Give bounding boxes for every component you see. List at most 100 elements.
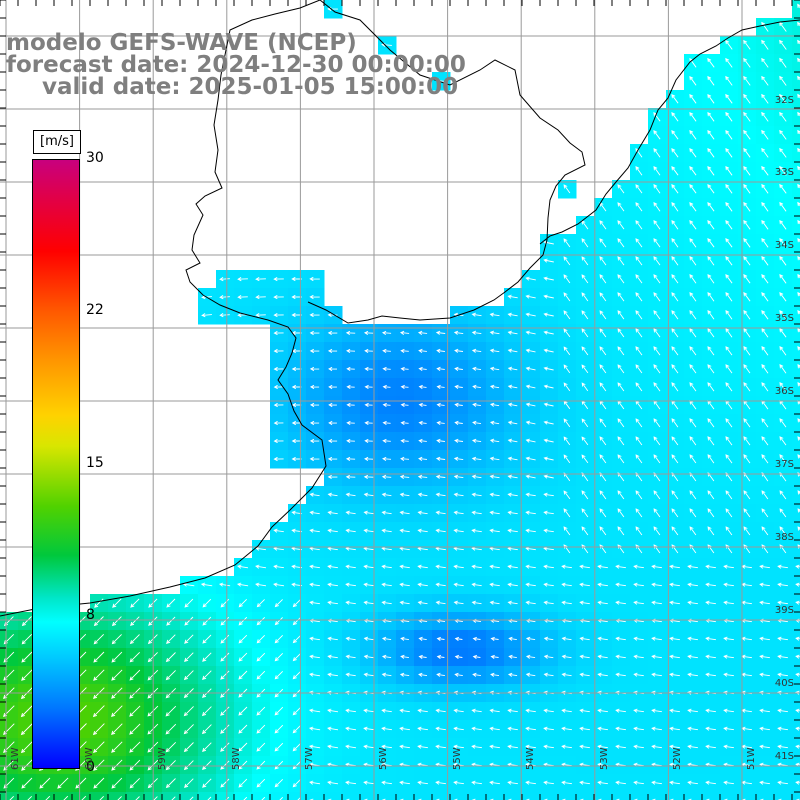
wind-arrow xyxy=(599,292,607,302)
wind-arrow xyxy=(635,256,643,266)
wind-arrow xyxy=(543,348,554,353)
wind-arrow xyxy=(363,474,374,479)
wind-arrow xyxy=(417,744,428,749)
wind-arrow xyxy=(382,366,391,371)
wind-arrow xyxy=(93,777,105,789)
wind-arrow xyxy=(689,274,697,284)
wind-cell xyxy=(792,162,800,181)
wind-arrow xyxy=(563,418,571,428)
wind-arrow xyxy=(743,256,751,266)
wind-arrow xyxy=(761,39,769,50)
wind-arrow xyxy=(184,634,194,644)
lon-label-61w: 61W xyxy=(10,747,21,770)
wind-arrow xyxy=(795,744,800,749)
wind-arrow xyxy=(761,310,769,320)
wind-arrow xyxy=(93,633,105,645)
wind-arrow xyxy=(725,75,733,86)
wind-arrow xyxy=(471,510,482,515)
wind-arrow xyxy=(723,744,734,749)
wind-arrow xyxy=(202,778,212,788)
wind-arrow xyxy=(418,654,427,659)
wind-arrow xyxy=(615,636,626,641)
wind-arrow xyxy=(184,778,194,788)
wind-arrow xyxy=(345,672,356,677)
lon-label-51w: 51W xyxy=(746,747,757,770)
wind-arrow xyxy=(707,292,715,302)
wind-arrow xyxy=(689,148,697,158)
wind-arrow xyxy=(579,726,590,731)
wind-arrow xyxy=(220,616,230,626)
wind-arrow xyxy=(202,634,212,644)
wind-arrow xyxy=(723,564,734,569)
wind-arrow xyxy=(797,526,800,531)
wind-arrow xyxy=(563,184,571,194)
lon-label-53w: 53W xyxy=(599,747,610,770)
wind-arrow xyxy=(707,111,715,122)
wind-arrow xyxy=(707,256,715,266)
wind-arrow xyxy=(743,165,751,176)
wind-arrow xyxy=(761,75,769,86)
wind-arrow xyxy=(363,330,374,335)
wind-arrow xyxy=(490,636,499,641)
coastline xyxy=(0,0,800,617)
wind-arrow xyxy=(797,328,800,333)
wind-arrow xyxy=(689,418,697,428)
wind-cell xyxy=(630,792,649,800)
wind-arrow xyxy=(599,238,607,248)
wind-arrow xyxy=(202,670,212,680)
wind-arrow xyxy=(725,382,733,392)
wind-arrow xyxy=(525,402,536,407)
wind-arrow xyxy=(579,672,590,677)
wind-cell xyxy=(792,18,800,37)
wind-arrow xyxy=(507,474,518,479)
wind-arrow xyxy=(238,778,248,788)
wind-arrow xyxy=(489,456,500,461)
wind-cell xyxy=(162,792,181,800)
wind-arrow xyxy=(689,310,697,320)
wind-arrow xyxy=(707,274,715,284)
wind-arrow xyxy=(635,328,643,338)
wind-arrow xyxy=(472,384,481,389)
wind-arrow xyxy=(93,651,105,663)
wind-arrow xyxy=(202,652,212,662)
wind-arrow xyxy=(20,741,33,754)
wind-arrow xyxy=(617,220,625,230)
wind-arrow xyxy=(653,526,661,536)
wind-arrow xyxy=(471,708,482,713)
wind-arrow xyxy=(689,292,697,302)
wind-arrow xyxy=(525,438,536,443)
wind-arrow xyxy=(381,726,392,731)
wind-arrow xyxy=(256,616,266,626)
wind-arrow xyxy=(581,382,589,392)
wind-cell xyxy=(792,720,800,739)
wind-arrow xyxy=(274,778,284,788)
wind-arrow xyxy=(489,744,500,749)
wind-arrow xyxy=(653,130,661,140)
wind-arrow xyxy=(761,274,769,284)
wind-arrow xyxy=(364,348,373,353)
wind-arrow xyxy=(309,420,320,426)
wind-cell xyxy=(792,792,800,800)
wind-arrow xyxy=(597,672,608,677)
wind-arrow xyxy=(400,438,409,443)
wind-cell xyxy=(792,576,800,595)
wind-arrow xyxy=(725,165,733,176)
wind-arrow xyxy=(525,474,536,479)
wind-arrow xyxy=(635,526,643,536)
wind-arrow xyxy=(363,528,374,533)
wind-arrow xyxy=(653,292,661,302)
wind-arrow xyxy=(308,726,321,731)
wind-arrow xyxy=(382,438,391,443)
wind-arrow xyxy=(761,201,769,212)
wind-arrow xyxy=(453,528,464,533)
wind-arrow xyxy=(689,490,697,500)
wind-arrow xyxy=(363,582,374,587)
wind-arrow xyxy=(671,454,679,464)
wind-cell xyxy=(738,792,757,800)
wind-arrow xyxy=(669,582,680,587)
wind-arrow xyxy=(761,526,769,536)
wind-arrow xyxy=(273,402,284,408)
wind-arrow xyxy=(129,669,141,681)
wind-arrow xyxy=(292,653,301,662)
wind-arrow xyxy=(615,582,626,587)
